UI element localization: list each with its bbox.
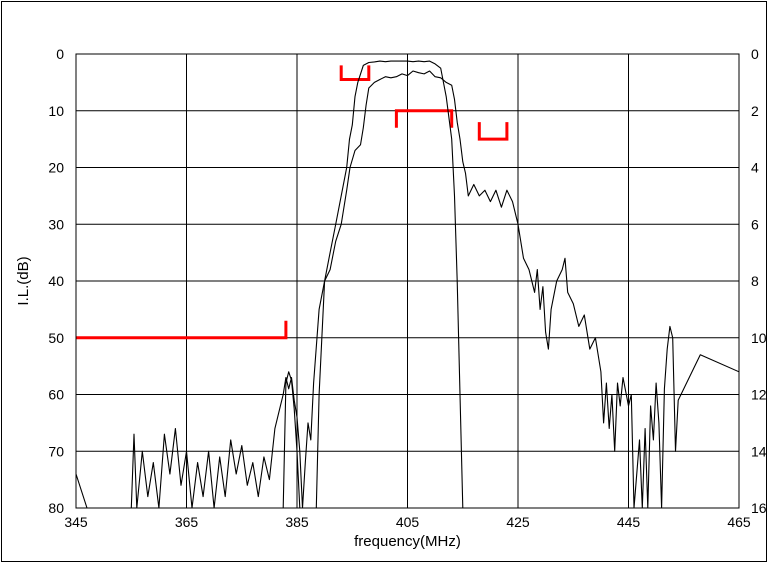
y-right-tick-label: 14 [751, 443, 767, 459]
y-left-tick-label: 30 [48, 216, 64, 232]
x-tick-label: 405 [396, 514, 420, 530]
y-right-tick-label: 4 [751, 160, 759, 176]
y-right-tick-label: 6 [751, 216, 759, 232]
x-axis-title: frequency(MHz) [354, 533, 461, 550]
x-tick-label: 465 [727, 514, 751, 530]
y-left-tick-label: 80 [48, 500, 64, 516]
spec-mask [339, 65, 371, 81]
y-axis-title: I.L.(dB) [15, 256, 32, 305]
spec-mask [76, 320, 288, 340]
x-tick-label: 365 [175, 514, 199, 530]
y-left-tick-label: 20 [48, 160, 64, 176]
y-right-tick-label: 16 [751, 500, 767, 516]
series-line-left-axis [76, 70, 739, 508]
y-left-tick-labels: 0 10 20 30 40 50 60 70 80 [48, 46, 64, 516]
x-tick-labels: 345 365 385 405 425 445 465 [64, 514, 751, 530]
x-tick-label: 345 [64, 514, 88, 530]
x-tick-label: 385 [285, 514, 309, 530]
y-right-tick-label: 2 [751, 103, 759, 119]
y-left-tick-label: 60 [48, 387, 64, 403]
data-series [76, 60, 739, 508]
series-line-right-axis [282, 60, 464, 508]
y-left-tick-label: 70 [48, 443, 64, 459]
y-right-tick-label: 0 [751, 46, 759, 62]
y-left-tick-label: 0 [56, 46, 64, 62]
y-right-tick-labels: 0 2 4 6 8 10 12 14 16 [751, 46, 767, 516]
spec-mask [477, 122, 509, 141]
plot-border [75, 53, 740, 509]
y-left-tick-label: 10 [48, 103, 64, 119]
spec-masks [76, 65, 509, 340]
x-tick-label: 445 [617, 514, 641, 530]
y-left-tick-label: 40 [48, 273, 64, 289]
spec-mask [394, 109, 454, 128]
x-tick-label: 425 [506, 514, 530, 530]
y-left-tick-label: 50 [48, 330, 64, 346]
y-right-tick-label: 8 [751, 273, 759, 289]
y-right-tick-label: 12 [751, 387, 767, 403]
y-right-tick-label: 10 [751, 330, 767, 346]
grid-lines [75, 53, 740, 509]
